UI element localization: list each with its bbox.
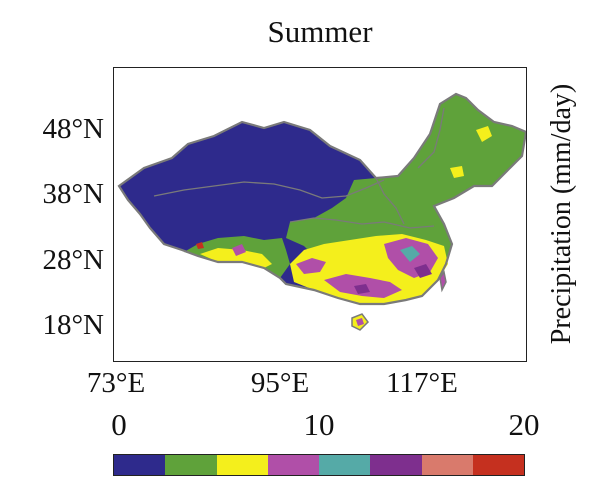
map-title: Summer [267, 14, 373, 49]
lat-label-28n: 28°N [42, 244, 104, 276]
lon-label-95e: 95°E [250, 367, 310, 399]
region-mid-north [450, 166, 464, 178]
lat-label-38n: 38°N [42, 178, 104, 210]
lon-label-73e: 73°E [86, 367, 146, 399]
basin-boundary-northeast [417, 107, 445, 169]
basin-boundary-north [153, 179, 385, 199]
country-border [117, 92, 526, 306]
basin-boundary-east [375, 177, 405, 225]
colorbar [113, 454, 525, 476]
colorbar-segment-8 [472, 455, 524, 475]
region-mid-northeast [476, 126, 492, 142]
precipitation-map [117, 92, 526, 331]
colorbar-segment-7 [421, 455, 473, 475]
lon-label-117e: 117°E [386, 367, 458, 399]
map-panel [113, 67, 527, 362]
region-high-central [296, 258, 326, 274]
colorbar-tick-20: 20 [508, 407, 540, 442]
colorbar-segment-5 [319, 455, 371, 475]
colorbar-tick-0: 0 [111, 407, 127, 442]
colorbar-tick-10: 10 [303, 407, 335, 442]
basin-boundary-central [289, 217, 435, 229]
region-purple-south [354, 284, 370, 294]
taiwan-island [439, 270, 447, 293]
colorbar-segment-1 [114, 455, 166, 475]
lat-label-18n: 18°N [42, 309, 104, 341]
region-red [196, 242, 204, 249]
colorbar-segment-6 [370, 455, 422, 475]
colorbar-segment-2 [165, 455, 217, 475]
colorbar-segment-3 [216, 455, 268, 475]
region-purple [414, 264, 432, 278]
region-mid-southwest [200, 248, 272, 268]
region-teal [400, 246, 420, 262]
region-high-west [232, 244, 246, 256]
hainan-high [356, 318, 364, 326]
colorbar-segment-4 [267, 455, 319, 475]
colorbar-label: Precipitation (mm/day) [546, 83, 577, 345]
lat-label-48n: 48°N [42, 113, 104, 145]
